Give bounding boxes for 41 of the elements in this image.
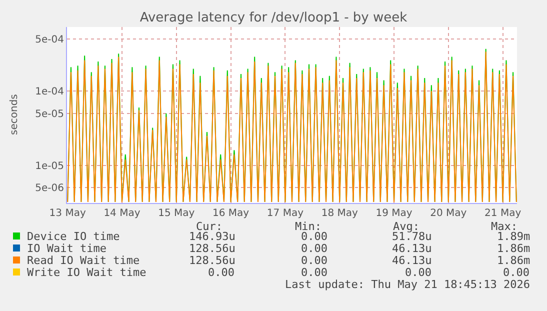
chart-title: Average latency for /dev/loop1 - by week bbox=[140, 10, 408, 26]
text: 1.86m bbox=[497, 254, 530, 267]
text: Avg: bbox=[393, 220, 420, 233]
text: Min: bbox=[295, 220, 322, 233]
x-tick-label: 16 May bbox=[212, 208, 250, 219]
y-tick-label: 5e-05 bbox=[35, 108, 64, 120]
y-tick-label: 1e-05 bbox=[35, 160, 64, 172]
x-tick-label: 21 May bbox=[484, 208, 522, 219]
x-tick-label: 19 May bbox=[376, 208, 412, 219]
y-tick-label: 5e-04 bbox=[35, 34, 64, 46]
y-tick-label: 1e-04 bbox=[35, 86, 64, 98]
text: Max: bbox=[491, 220, 518, 233]
y-axis-title: seconds bbox=[9, 94, 20, 135]
text: 0.00 bbox=[301, 254, 328, 267]
text: 128.56u bbox=[189, 242, 236, 255]
y-tick-label: 5e-06 bbox=[35, 183, 64, 194]
text: 0.00 bbox=[503, 266, 530, 279]
x-tick-label: 13 May bbox=[49, 208, 86, 219]
text: Cur: bbox=[196, 220, 222, 233]
x-tick-label: 14 May bbox=[104, 208, 140, 219]
text: 1.89m bbox=[497, 230, 530, 243]
text: 128.56u bbox=[189, 254, 236, 267]
legend-label: Read IO Wait time bbox=[27, 254, 140, 267]
text: 146.93u bbox=[189, 230, 236, 243]
x-tick-label: 18 May bbox=[321, 208, 358, 219]
text: 51.78u bbox=[392, 230, 432, 243]
text: 0.00 bbox=[301, 230, 328, 243]
text: Last update: Thu May 21 18:45:13 2026 bbox=[285, 278, 530, 291]
x-tick-label: 20 May bbox=[430, 208, 467, 219]
x-tick-label: 15 May bbox=[158, 208, 195, 219]
text: 0.00 bbox=[208, 266, 234, 279]
text: 0.00 bbox=[301, 242, 328, 255]
text: 0.00 bbox=[405, 266, 432, 279]
legend-label: Write IO Wait time bbox=[27, 266, 146, 279]
legend-label: Device IO time bbox=[27, 230, 120, 243]
text: 46.13u bbox=[392, 242, 432, 255]
text: 1.86m bbox=[497, 242, 530, 255]
x-tick-label: 17 May bbox=[266, 208, 304, 219]
legend-label: IO Wait time bbox=[27, 242, 106, 255]
text: 46.13u bbox=[392, 254, 432, 267]
text: 0.00 bbox=[301, 266, 328, 279]
